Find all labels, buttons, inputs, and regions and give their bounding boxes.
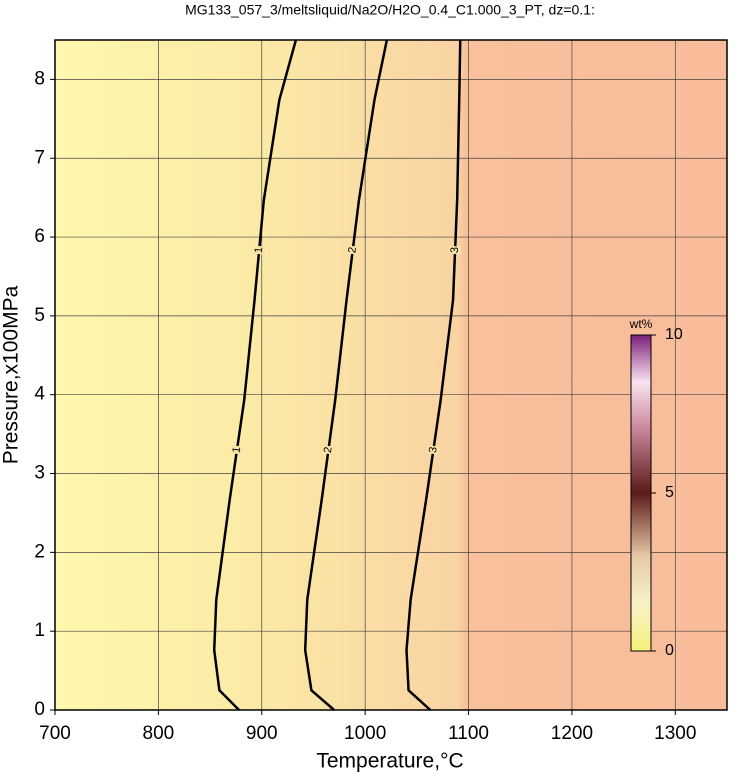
contour-label: 1 <box>230 446 243 454</box>
y-tick-label: 7 <box>34 147 45 168</box>
y-axis-label: Pressure,x100MPa <box>0 285 23 464</box>
y-tick-label: 4 <box>34 384 45 405</box>
x-tick-label: 1000 <box>344 723 386 744</box>
contour-label-bg <box>252 245 266 255</box>
contour-label-bg <box>426 445 440 455</box>
contour-label: 2 <box>322 446 335 454</box>
chart-title: MG133_057_3/meltsliquid/Na2O/H2O_0.4_C1.… <box>185 2 595 18</box>
contour-label-bg <box>346 245 360 255</box>
colorbar-tick-label: 10 <box>665 326 683 343</box>
colorbar-tick-label: 0 <box>665 642 674 659</box>
contour-label: 1 <box>253 246 266 253</box>
x-tick-label: 800 <box>143 723 175 744</box>
x-axis-label: Temperature,°C <box>316 750 463 773</box>
x-tick-label: 1300 <box>654 723 696 744</box>
x-tick-label: 700 <box>39 723 71 744</box>
contour-label-bg <box>230 445 244 455</box>
contour-label: 3 <box>427 446 440 454</box>
x-tick-label: 1200 <box>551 723 593 744</box>
x-tick-label: 1100 <box>448 723 489 744</box>
x-tick-label: 900 <box>246 723 278 744</box>
axes: 700 800 900 1000 1100 1200 1300 0 1 2 3 4 5 6 7 8 0 5 10 <box>34 68 696 744</box>
contour-label: 3 <box>449 247 461 254</box>
colorbar-label: wt% <box>629 317 653 331</box>
colorbar <box>630 334 652 652</box>
grid <box>54 40 727 711</box>
y-tick-label: 1 <box>34 620 45 641</box>
contour-label-bg <box>448 245 462 255</box>
contour-label: 2 <box>346 246 359 254</box>
y-tick-label: 3 <box>34 463 45 484</box>
y-tick-label: 6 <box>34 226 45 247</box>
contour-label-bg <box>321 445 335 455</box>
plot-background <box>55 40 727 710</box>
y-tick-label: 2 <box>34 541 45 562</box>
y-tick-label: 5 <box>34 305 45 326</box>
y-tick-label: 8 <box>34 68 45 89</box>
colorbar-tick-label: 5 <box>665 484 674 501</box>
plot-frame <box>54 39 728 711</box>
contours: 1 1 2 2 3 3 <box>212 39 462 711</box>
y-tick-label: 0 <box>34 699 45 720</box>
